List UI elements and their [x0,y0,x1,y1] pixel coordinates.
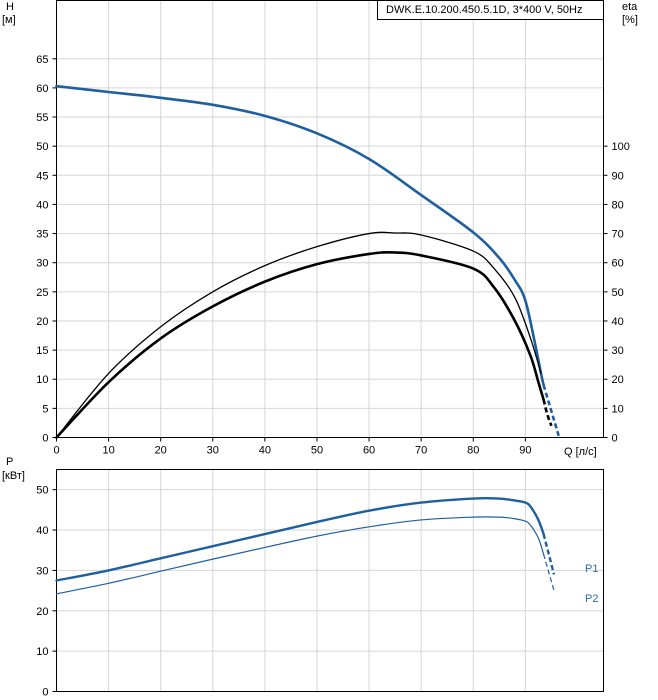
head-efficiency-grid [56,0,604,438]
x-axis-label-q: Q [л/с] [564,446,597,458]
chart-title-box [377,0,604,20]
y-tick-label-power: 40 [36,525,48,537]
y-tick-label-power: 50 [36,485,48,497]
y2-tick-label-eta: 80 [612,199,624,211]
series-line-p2 [55,516,545,595]
x-tick-label: 70 [415,445,427,457]
y-tick-label-head: 55 [36,112,48,124]
y-tick-label-head: 50 [36,141,48,153]
y-tick-label-head: 5 [42,403,48,415]
y-tick-label-power: 10 [36,646,48,658]
y2-tick-label-eta: 90 [612,170,624,182]
y-tick-label-head: 0 [42,433,48,445]
chart-title: DWK.E.10.200.450.5.1D, 3*400 V, 50Hz [386,4,583,16]
series-dashed-p2 [543,554,555,591]
series-dashed-eta2 [542,399,553,427]
series-dashed-p1 [542,533,556,575]
x-tick-label: 30 [207,445,219,457]
series-label-p2: P2 [585,593,598,605]
y-tick-label-power: 20 [36,606,48,618]
x-tick-label: 0 [53,445,59,457]
y-tick-label-head: 60 [36,83,48,95]
x-tick-label: 90 [519,445,531,457]
y-tick-label-head: 65 [36,54,48,66]
power-grid [56,469,604,692]
y-axis-unit-head: [м] [2,14,16,26]
y-tick-label-power: 0 [42,687,48,699]
series-line-p1 [55,496,545,582]
y2-tick-label-eta: 30 [612,345,624,357]
series-line-eta1 [55,231,542,439]
y-tick-label-head: 40 [36,199,48,211]
series-dashed-head [542,384,561,438]
x-tick-label: 20 [155,445,167,457]
x-tick-label: 50 [311,445,323,457]
y2-axis-name-eta: eta [622,1,638,13]
power-axes: 0 10 20 30 40 50 [36,485,57,699]
y2-tick-label-eta: 20 [612,374,624,386]
y-tick-label-head: 10 [36,374,48,386]
x-tick-label: 80 [467,445,479,457]
x-tick-label: 40 [259,445,271,457]
y2-tick-label-eta: 100 [612,141,630,153]
y-tick-label-head: 15 [36,345,48,357]
y-tick-label-power: 30 [36,565,48,577]
head-efficiency-axes: 0 5 10 15 20 25 30 35 40 45 50 55 60 65 0 10 20 30 40 50 60 7… [36,54,630,457]
y2-tick-label-eta: 60 [612,258,624,270]
y-tick-label-head: 30 [36,258,48,270]
y-axis-unit-power: [кВт] [2,470,25,482]
y2-tick-label-eta: 40 [612,316,624,328]
head-efficiency-series [55,84,561,439]
y-tick-label-head: 20 [36,316,48,328]
y-tick-label-head: 25 [36,287,48,299]
x-tick-label: 10 [102,445,114,457]
power-series [55,496,556,595]
x-tick-label: 60 [363,445,375,457]
y2-axis-unit-eta: [%] [622,14,638,26]
y2-tick-label-eta: 10 [612,403,624,415]
head-efficiency-plot-frame [56,0,604,438]
y2-tick-label-eta: 0 [612,433,618,445]
y-axis-name-power: P [6,456,13,468]
y-tick-label-head: 35 [36,229,48,241]
y2-tick-label-eta: 70 [612,229,624,241]
series-line-head [55,84,545,387]
y-tick-label-head: 45 [36,170,48,182]
series-label-p1: P1 [585,563,598,575]
y2-tick-label-eta: 50 [612,287,624,299]
y-axis-name-head: H [6,1,14,13]
series-line-eta2 [55,251,545,439]
